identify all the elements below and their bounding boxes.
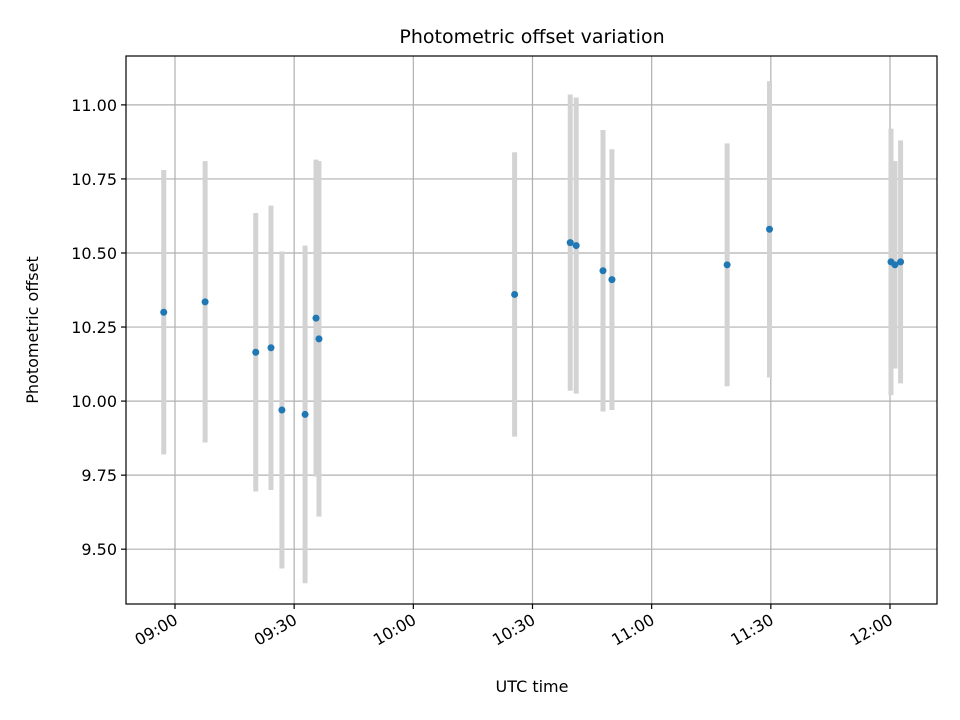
y-tick-label: 10.25	[71, 318, 117, 337]
y-tick-label: 10.00	[71, 392, 117, 411]
x-axis-label: UTC time	[496, 677, 569, 696]
y-tick-label: 9.50	[81, 540, 117, 559]
data-point	[723, 261, 731, 269]
chart-title: Photometric offset variation	[399, 26, 664, 48]
data-point	[566, 239, 574, 247]
y-tick-label: 9.75	[81, 466, 117, 485]
x-tick-label: 09:30	[251, 610, 300, 650]
data-point	[897, 258, 905, 266]
plot-frame	[125, 55, 938, 605]
data-point	[252, 348, 260, 356]
data-point	[201, 298, 209, 306]
x-tick-label: 10:00	[370, 610, 419, 650]
data-point	[160, 308, 168, 316]
data-point	[301, 410, 309, 418]
data-point	[267, 344, 275, 352]
y-axis-label: Photometric offset	[23, 256, 42, 404]
y-axis: 9.50 9.75 10.00 10.25 10.50 10.75 11.00	[71, 96, 126, 559]
grid	[126, 56, 937, 604]
data-point	[572, 242, 580, 250]
data-point	[766, 225, 774, 233]
data-point	[315, 335, 323, 343]
x-tick-label: 09:00	[132, 610, 181, 650]
data-point	[599, 267, 607, 275]
data-point	[891, 261, 899, 269]
x-tick-label: 11:00	[608, 610, 657, 650]
data-point	[608, 276, 616, 284]
y-tick-label: 10.75	[71, 170, 117, 189]
x-tick-label: 11:30	[727, 610, 776, 650]
data-point	[312, 314, 320, 322]
y-tick-label: 11.00	[71, 96, 117, 115]
x-tick-label: 12:00	[847, 610, 896, 650]
data-point	[278, 406, 286, 414]
x-tick-label: 10:30	[489, 610, 538, 650]
data-point	[511, 290, 519, 298]
x-axis: 09:00 09:30 10:00 10:30 11:00 11:30 12:00	[132, 604, 896, 650]
y-tick-label: 10.50	[71, 244, 117, 263]
data-points	[160, 225, 905, 418]
